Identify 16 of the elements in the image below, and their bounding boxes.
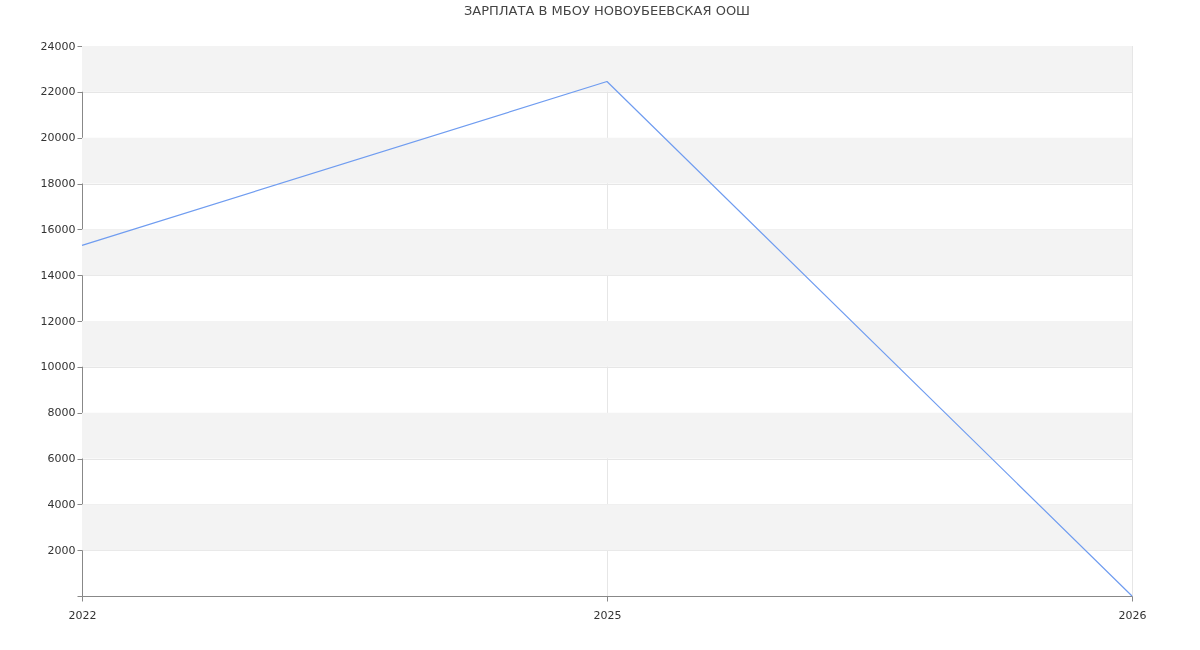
y-tick-label: 16000 bbox=[40, 222, 76, 236]
y-tick-label: 14000 bbox=[40, 268, 76, 282]
y-tick-label: 10000 bbox=[40, 360, 76, 374]
y-tick-label: 20000 bbox=[40, 131, 76, 145]
y-tick-label: 24000 bbox=[40, 39, 76, 53]
y-tick-label: 6000 bbox=[47, 452, 76, 465]
y-tick-label: 12000 bbox=[40, 314, 76, 328]
x-tick-label: 2022 bbox=[68, 608, 97, 622]
chart-title: ЗАРПЛАТА В МБОУ НОВОУБЕЕВСКАЯ ООШ bbox=[463, 3, 751, 18]
y-tick-label: 18000 bbox=[40, 177, 76, 190]
x-tick-label: 2026 bbox=[1118, 608, 1147, 622]
y-tick-label: 2000 bbox=[47, 543, 76, 557]
y-tick-label: 8000 bbox=[47, 406, 76, 420]
y-tick-label: 4000 bbox=[47, 497, 76, 511]
y-tick-label: 22000 bbox=[40, 85, 76, 99]
x-tick-label: 2025 bbox=[593, 608, 622, 622]
